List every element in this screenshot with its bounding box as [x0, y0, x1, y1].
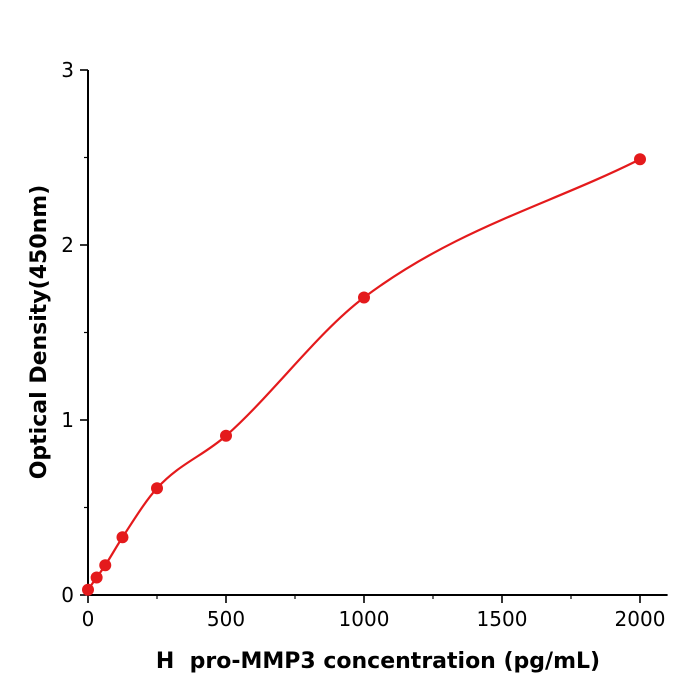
data-point — [90, 571, 103, 584]
x-tick-label: 1500 — [477, 607, 528, 631]
x-tick-label: 0 — [82, 607, 95, 631]
y-tick-label: 2 — [61, 233, 74, 257]
x-tick-label: 1000 — [339, 607, 390, 631]
x-axis-label: H pro-MMP3 concentration (pg/mL) — [156, 649, 600, 674]
data-point — [116, 531, 129, 544]
fit-curve — [86, 158, 642, 591]
data-point — [82, 583, 94, 596]
y-tick-label: 3 — [61, 58, 74, 82]
data-point — [99, 559, 112, 572]
y-tick-label: 0 — [61, 583, 74, 607]
data-point — [151, 482, 163, 495]
x-tick-label: 500 — [207, 607, 245, 631]
y-axis-label: Optical Density(450nm) — [27, 185, 52, 480]
data-point — [220, 429, 232, 442]
data-point — [358, 291, 370, 304]
x-tick-label: 2000 — [615, 607, 666, 631]
data-point — [634, 153, 646, 166]
y-tick-label: 1 — [61, 408, 74, 432]
chart-plot-area: 0 500 1000 1500 2000 0 1 2 3 — [61, 58, 668, 631]
